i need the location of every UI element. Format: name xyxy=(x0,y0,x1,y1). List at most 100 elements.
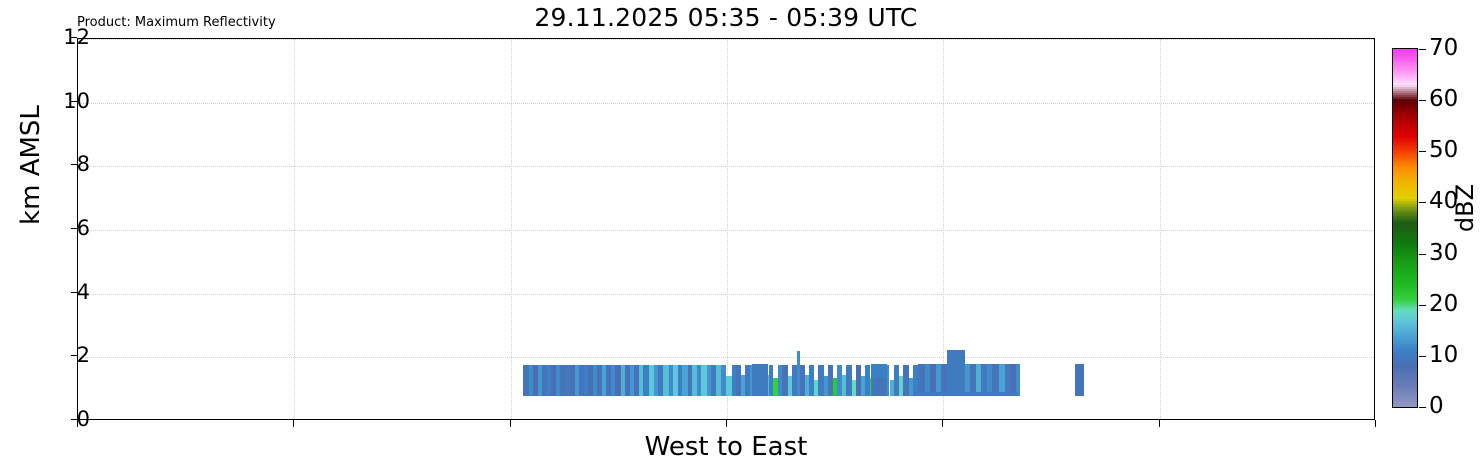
reflectivity-bar xyxy=(716,365,721,396)
reflectivity-bar xyxy=(620,365,625,396)
colorbar-segment xyxy=(1393,126,1417,130)
reflectivity-bar xyxy=(556,365,561,396)
gridline-vertical xyxy=(943,39,945,419)
colorbar-segment xyxy=(1393,325,1417,328)
colorbar-segment xyxy=(1393,223,1417,227)
colorbar-segment xyxy=(1393,291,1417,294)
colorbar-segment xyxy=(1393,229,1417,233)
colorbar-segment xyxy=(1393,368,1417,372)
colorbar-segment xyxy=(1393,182,1417,185)
colorbar-segment xyxy=(1393,362,1417,366)
reflectivity-bar xyxy=(731,365,736,396)
x-tick-mark xyxy=(942,420,944,427)
colorbar-segment xyxy=(1393,90,1417,94)
colorbar-segment xyxy=(1393,50,1417,54)
colorbar-segment xyxy=(1393,390,1417,394)
colorbar-segment xyxy=(1393,327,1417,330)
reflectivity-bar xyxy=(946,350,965,396)
reflectivity-bar xyxy=(842,374,847,396)
colorbar-segment xyxy=(1393,66,1417,70)
colorbar-segment xyxy=(1393,378,1417,382)
colorbar-tick-label: 70 xyxy=(1429,35,1459,62)
colorbar-segment xyxy=(1393,142,1417,145)
reflectivity-bar xyxy=(682,365,689,396)
y-tick-label: 12 xyxy=(63,25,90,49)
colorbar-segment xyxy=(1393,104,1417,108)
colorbar xyxy=(1392,48,1418,408)
colorbar-segment xyxy=(1393,227,1417,231)
x-tick-mark xyxy=(509,420,511,427)
gridline-horizontal xyxy=(78,39,1374,40)
colorbar-segment xyxy=(1393,315,1417,318)
colorbar-segment xyxy=(1393,311,1417,314)
colorbar-segment xyxy=(1393,120,1417,124)
colorbar-segment xyxy=(1393,317,1417,320)
colorbar-label: dBZ xyxy=(1451,183,1479,233)
colorbar-tick-mark xyxy=(1419,253,1426,255)
colorbar-segment xyxy=(1393,49,1417,52)
colorbar-segment xyxy=(1393,194,1417,197)
reflectivity-bar xyxy=(688,365,693,396)
colorbar-segment xyxy=(1393,331,1417,334)
colorbar-segment xyxy=(1393,279,1417,283)
colorbar-segment xyxy=(1393,118,1417,122)
colorbar-segment xyxy=(1393,384,1417,388)
gridline-vertical xyxy=(1159,39,1161,419)
colorbar-segment xyxy=(1393,114,1417,118)
reflectivity-bar xyxy=(871,378,886,396)
colorbar-segment xyxy=(1393,285,1417,288)
colorbar-segment xyxy=(1393,70,1417,74)
plot-area xyxy=(77,38,1375,420)
colorbar-segment xyxy=(1393,100,1417,104)
colorbar-segment xyxy=(1393,203,1417,207)
colorbar-segment xyxy=(1393,241,1417,245)
colorbar-tick-mark xyxy=(1419,151,1426,153)
colorbar-segment xyxy=(1393,221,1417,225)
reflectivity-bar xyxy=(969,363,976,396)
reflectivity-bar xyxy=(1004,363,1010,396)
y-tick-label: 10 xyxy=(63,88,90,113)
colorbar-segment xyxy=(1393,366,1417,370)
reflectivity-bar xyxy=(673,365,679,396)
colorbar-segment xyxy=(1393,192,1417,195)
colorbar-segment xyxy=(1393,343,1417,346)
reflectivity-bar xyxy=(630,365,635,396)
reflectivity-bar xyxy=(707,365,712,396)
colorbar-segment xyxy=(1393,364,1417,368)
reflectivity-bar xyxy=(578,365,584,396)
colorbar-segment xyxy=(1393,98,1417,102)
colorbar-tick-label: 30 xyxy=(1429,239,1459,266)
colorbar-segment xyxy=(1393,146,1417,149)
colorbar-segment xyxy=(1393,154,1417,157)
colorbar-segment xyxy=(1393,313,1417,316)
reflectivity-bar xyxy=(898,376,903,396)
colorbar-segment xyxy=(1393,88,1417,92)
colorbar-segment xyxy=(1393,263,1417,267)
colorbar-segment xyxy=(1393,335,1417,338)
colorbar-segment xyxy=(1393,174,1417,177)
y-tick-label: 4 xyxy=(76,279,90,304)
reflectivity-bar xyxy=(701,365,708,396)
colorbar-segment xyxy=(1393,382,1417,386)
colorbar-segment xyxy=(1393,138,1417,141)
colorbar-segment xyxy=(1393,225,1417,229)
colorbar-segment xyxy=(1393,329,1417,332)
reflectivity-bar xyxy=(678,365,683,396)
colorbar-segment xyxy=(1393,215,1417,219)
x-tick-mark xyxy=(1158,420,1160,427)
colorbar-segment xyxy=(1393,196,1417,199)
reflectivity-bar xyxy=(796,350,800,396)
reflectivity-bar xyxy=(529,365,534,396)
colorbar-segment xyxy=(1393,130,1417,134)
reflectivity-bar xyxy=(649,365,655,396)
colorbar-segment xyxy=(1393,269,1417,273)
reflectivity-bar xyxy=(837,365,843,396)
x-axis-label: West to East xyxy=(644,432,808,462)
colorbar-segment xyxy=(1393,158,1417,161)
colorbar-segment xyxy=(1393,267,1417,271)
colorbar-segment xyxy=(1393,356,1417,360)
reflectivity-bar xyxy=(772,378,778,396)
reflectivity-bar xyxy=(610,365,615,396)
colorbar-segment xyxy=(1393,176,1417,179)
reflectivity-bar xyxy=(924,363,930,396)
